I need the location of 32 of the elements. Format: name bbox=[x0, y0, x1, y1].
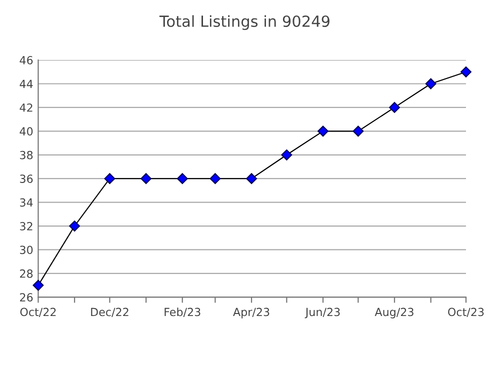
point bbox=[281, 149, 292, 160]
y-tick-label: 38 bbox=[20, 150, 33, 160]
x-tick-label: Oct/23 bbox=[448, 308, 484, 318]
point bbox=[352, 126, 364, 137]
x-tick-label: Jun/23 bbox=[304, 308, 340, 318]
y-tick-label: 40 bbox=[20, 127, 33, 136]
x-tick-label: Feb/23 bbox=[164, 308, 200, 318]
x-tick-label: Apr/23 bbox=[233, 308, 270, 318]
chart-title: Total Listings in 90249 bbox=[159, 15, 330, 30]
y-tick-label: 30 bbox=[20, 246, 33, 254]
point bbox=[425, 78, 436, 90]
x-tick-label: Aug/23 bbox=[374, 308, 414, 318]
x-tick-label: Dec/22 bbox=[91, 308, 128, 318]
y-tick-label: 46 bbox=[20, 56, 33, 64]
y-tick-label: 32 bbox=[20, 222, 32, 230]
y-tick-label: 44 bbox=[20, 80, 33, 88]
point bbox=[389, 102, 400, 113]
point bbox=[69, 220, 80, 232]
point bbox=[140, 173, 152, 184]
point bbox=[210, 173, 221, 184]
y-tick-label: 34 bbox=[20, 198, 33, 207]
y-tick-label: 28 bbox=[20, 269, 33, 278]
point bbox=[104, 173, 116, 184]
y-tick-label: 26 bbox=[20, 293, 33, 302]
y-tick-label: 42 bbox=[20, 103, 32, 112]
point bbox=[32, 280, 44, 291]
point bbox=[176, 173, 188, 184]
point bbox=[246, 173, 257, 184]
point bbox=[460, 66, 472, 78]
y-tick-label: 36 bbox=[20, 174, 33, 183]
x-tick-label: Oct/22 bbox=[20, 308, 56, 318]
point bbox=[318, 126, 328, 137]
